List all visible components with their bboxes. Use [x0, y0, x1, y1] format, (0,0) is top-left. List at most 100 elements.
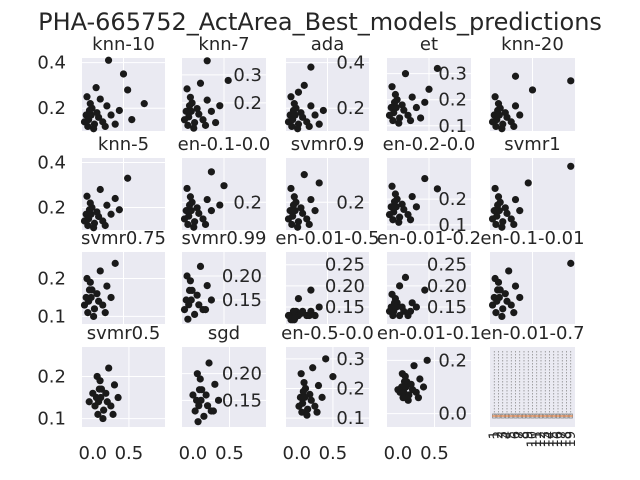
- scatter-point: [412, 103, 420, 112]
- scatter-point: [498, 125, 506, 133]
- scatter-point: [99, 301, 107, 309]
- scatter-point: [193, 291, 201, 299]
- scatter-point: [401, 70, 410, 78]
- y-tick-label: 0.1: [438, 116, 467, 137]
- scatter-point: [289, 201, 298, 209]
- scatter-point: [205, 359, 213, 367]
- scatter-point: [319, 106, 327, 115]
- scatter-point: [186, 93, 194, 101]
- scatter-point: [401, 273, 410, 282]
- scatter-point: [94, 410, 102, 418]
- scatter-point: [93, 372, 101, 381]
- scatter-point: [93, 290, 101, 298]
- scatter-point: [93, 109, 101, 117]
- x-tick-label: 10: [526, 431, 541, 448]
- subplot-title: en-0.01-0.2: [377, 228, 481, 249]
- scatter-point: [207, 107, 215, 115]
- scatter-point: [405, 391, 413, 399]
- subplot-title: en-0.5-0.0: [281, 323, 374, 344]
- scatter-point: [406, 116, 415, 125]
- scatter-point: [99, 414, 107, 423]
- subplot-14: 0.150.200.25 en-0.01-0.2: [377, 228, 481, 324]
- scatter-point: [313, 408, 321, 416]
- scatter-point: [309, 364, 317, 372]
- scatter-point: [421, 174, 429, 183]
- subplot-title: svmr0.5: [87, 323, 161, 344]
- scatter-point: [501, 109, 509, 117]
- scatter-point: [295, 402, 303, 410]
- scatter-point: [80, 217, 89, 225]
- scatter-point: [191, 407, 199, 415]
- subplot-1: 0.2 0.4 knn-10: [37, 34, 165, 133]
- y-tick-label: 0.1: [37, 409, 66, 430]
- y-tick-label: 0.2: [438, 90, 467, 111]
- subplot-13: 0.150.200.25 en-0.01-0.5: [275, 228, 380, 324]
- scatter-point: [307, 286, 315, 294]
- subplot-6: 0.2 0.4 knn-5: [37, 134, 165, 232]
- y-tick-label: 0.20: [222, 364, 262, 385]
- scatter-point: [495, 293, 503, 302]
- scatter-point: [199, 215, 207, 223]
- scatter-point: [105, 364, 113, 372]
- scatter-point: [96, 185, 104, 194]
- scatter-point: [291, 207, 299, 215]
- scatter-point: [203, 195, 211, 204]
- scatter-point: [300, 81, 308, 89]
- scatter-point: [433, 185, 441, 193]
- y-tick-label: 0.3: [233, 65, 262, 86]
- scatter-point: [290, 193, 298, 201]
- scatter-point: [95, 385, 103, 393]
- subplot-7: 0.2 en-0.1-0.0: [178, 134, 270, 231]
- scatter-point: [300, 171, 308, 179]
- scatter-point: [389, 116, 397, 125]
- scatter-point: [182, 107, 190, 115]
- y-tick-label: 0.2: [438, 189, 467, 210]
- scatter-point: [196, 262, 205, 270]
- scatter-point: [417, 114, 425, 122]
- scatter-point: [85, 106, 94, 115]
- scatter-point: [203, 57, 211, 65]
- y-tick-label: 0.4: [336, 53, 365, 74]
- scatter-point: [201, 220, 210, 229]
- scatter-point: [311, 111, 319, 119]
- x-tick-label: 0.0: [179, 443, 208, 464]
- scatter-point: [315, 179, 323, 187]
- scatter-point: [390, 299, 399, 307]
- scatter-point: [90, 224, 98, 232]
- scatter-point: [107, 293, 115, 302]
- scatter-point: [211, 380, 219, 388]
- scatter-point: [406, 216, 415, 224]
- y-tick-label: 0.2: [37, 269, 66, 290]
- scatter-point: [412, 303, 420, 311]
- scatter-point: [216, 102, 224, 110]
- subplot-15: en-0.1-0.01: [480, 228, 585, 324]
- scatter-point: [107, 210, 115, 218]
- x-tick-label: 13: [538, 431, 553, 448]
- subplot-grid: 0.20.4knn-100.20.3knn-70.20.4ada0.10.20.…: [37, 34, 584, 464]
- scatter-point: [190, 223, 198, 231]
- scatter-point: [185, 201, 194, 209]
- scatter-point: [305, 122, 313, 131]
- scatter-point: [184, 315, 192, 323]
- scatter-point: [491, 93, 499, 101]
- scatter-point: [97, 393, 105, 402]
- scatter-point: [89, 389, 97, 397]
- subplot-11: 0.1 0.2 svmr0.75: [37, 228, 166, 327]
- x-tick-label: 0.0: [384, 443, 413, 464]
- scatter-point: [307, 63, 315, 71]
- y-tick-label: 0.1: [37, 306, 66, 327]
- scatter-point: [184, 121, 192, 129]
- x-tick-label: 15: [547, 431, 562, 448]
- scatter-point: [419, 383, 428, 391]
- scatter-point: [297, 204, 305, 212]
- scatter-point: [96, 95, 104, 103]
- scatter-point: [297, 109, 305, 117]
- scatter-point: [220, 182, 228, 190]
- scatter-point: [322, 355, 330, 363]
- scatter-point: [404, 396, 412, 404]
- scatter-point: [199, 116, 207, 124]
- subplot-title: et: [420, 34, 438, 55]
- scatter-point: [195, 209, 203, 217]
- x-tick-label: 0.0: [79, 443, 108, 464]
